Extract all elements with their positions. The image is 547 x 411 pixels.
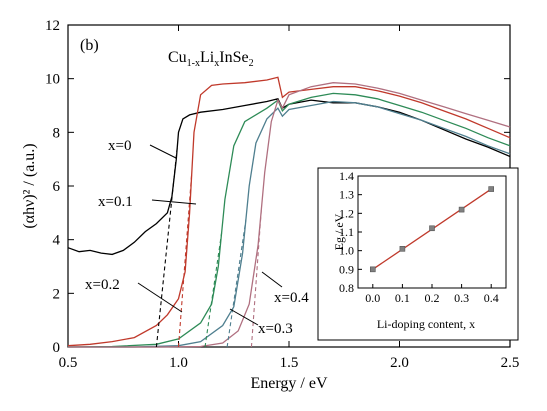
x-axis-label: Energy / eV bbox=[250, 375, 327, 392]
series-line-0 bbox=[67, 98, 511, 256]
tangent-line-3 bbox=[226, 219, 247, 348]
annotation-x03: x=0.3 bbox=[229, 308, 293, 337]
inset-y-tick-label: 1.1 bbox=[339, 225, 354, 239]
inset-frame bbox=[317, 167, 519, 341]
x-tick-label: 1.0 bbox=[169, 355, 188, 371]
inset-y-tick-label: 1.3 bbox=[339, 188, 354, 202]
inset-y-tick-label: 1.2 bbox=[339, 206, 354, 220]
tangent-lines-group bbox=[155, 145, 262, 348]
y-tick-label: 0 bbox=[53, 340, 61, 356]
inset-y-tick-label: 0.8 bbox=[339, 281, 354, 295]
svg-text:x=0.2: x=0.2 bbox=[85, 277, 120, 293]
main-axis-ticks: 0.5 1.0 1.5 2.0 2.5 0 2 4 6 8 10 12 bbox=[45, 18, 519, 371]
y-tick-label: 10 bbox=[45, 72, 60, 88]
series-line-4 bbox=[68, 82, 511, 348]
annotation-x04: x=0.4 bbox=[261, 271, 309, 306]
x-tick-label: 2.0 bbox=[390, 355, 409, 371]
series-line-3 bbox=[68, 100, 511, 348]
x-tick-label: 1.5 bbox=[280, 355, 299, 371]
inset-x-tick-label: 0.0 bbox=[365, 291, 380, 305]
annotation-x02: x=0.2 bbox=[85, 277, 183, 313]
inset-point bbox=[399, 246, 406, 252]
inset-x-tick-label: 0.2 bbox=[425, 291, 440, 305]
svg-text:x=0.4: x=0.4 bbox=[274, 290, 309, 306]
tangent-line-1 bbox=[177, 172, 193, 348]
inset-x-tick-label: 0.3 bbox=[454, 291, 469, 305]
svg-text:x=0: x=0 bbox=[108, 138, 131, 154]
svg-text:x=0.3: x=0.3 bbox=[258, 321, 293, 337]
inset-point bbox=[369, 266, 376, 273]
tangent-line-4 bbox=[250, 208, 262, 348]
inset-y-tick-label: 1.4 bbox=[339, 169, 354, 183]
inset-y-label: Eg / eV bbox=[332, 213, 346, 250]
annotation-x0: x=0 bbox=[108, 138, 177, 159]
inset-y-tick-label: 0.9 bbox=[339, 262, 354, 276]
y-axis-label: (αhν)² / (a.u.) bbox=[21, 143, 38, 228]
inset-x-tick-label: 0.4 bbox=[484, 291, 499, 305]
tangent-line-0 bbox=[155, 145, 178, 348]
series-line-1 bbox=[67, 76, 511, 347]
x-tick-label: 0.5 bbox=[59, 355, 78, 371]
inset-x-tick-label: 0.1 bbox=[395, 291, 410, 305]
x-tick-label: 2.5 bbox=[501, 355, 520, 371]
svg-text:x=0.1: x=0.1 bbox=[98, 194, 133, 210]
inset-point bbox=[458, 206, 465, 213]
y-tick-label: 8 bbox=[53, 125, 61, 141]
inset-point bbox=[429, 225, 435, 232]
tangent-line-2 bbox=[204, 232, 223, 348]
inset-y-tick-label: 1.0 bbox=[339, 244, 354, 258]
panel-label: (b) bbox=[80, 37, 99, 54]
y-tick-label: 4 bbox=[53, 233, 61, 249]
y-tick-label: 12 bbox=[45, 18, 60, 34]
y-tick-label: 2 bbox=[53, 286, 61, 302]
inset-point bbox=[488, 186, 495, 192]
inset-plot-group: 0.0 0.1 0.2 0.3 0.4 0.8 0.9 1.0 1.1 1.2 1.3 1.4 bbox=[339, 169, 507, 305]
main-series-group bbox=[67, 76, 511, 348]
chart-title: Cu1-xLixInSe2 bbox=[168, 49, 254, 69]
y-tick-label: 6 bbox=[53, 179, 61, 195]
series-line-2 bbox=[67, 92, 511, 348]
annotation-x01: x=0.1 bbox=[98, 194, 197, 210]
inset-x-label: Li-doping content, x bbox=[377, 317, 475, 331]
